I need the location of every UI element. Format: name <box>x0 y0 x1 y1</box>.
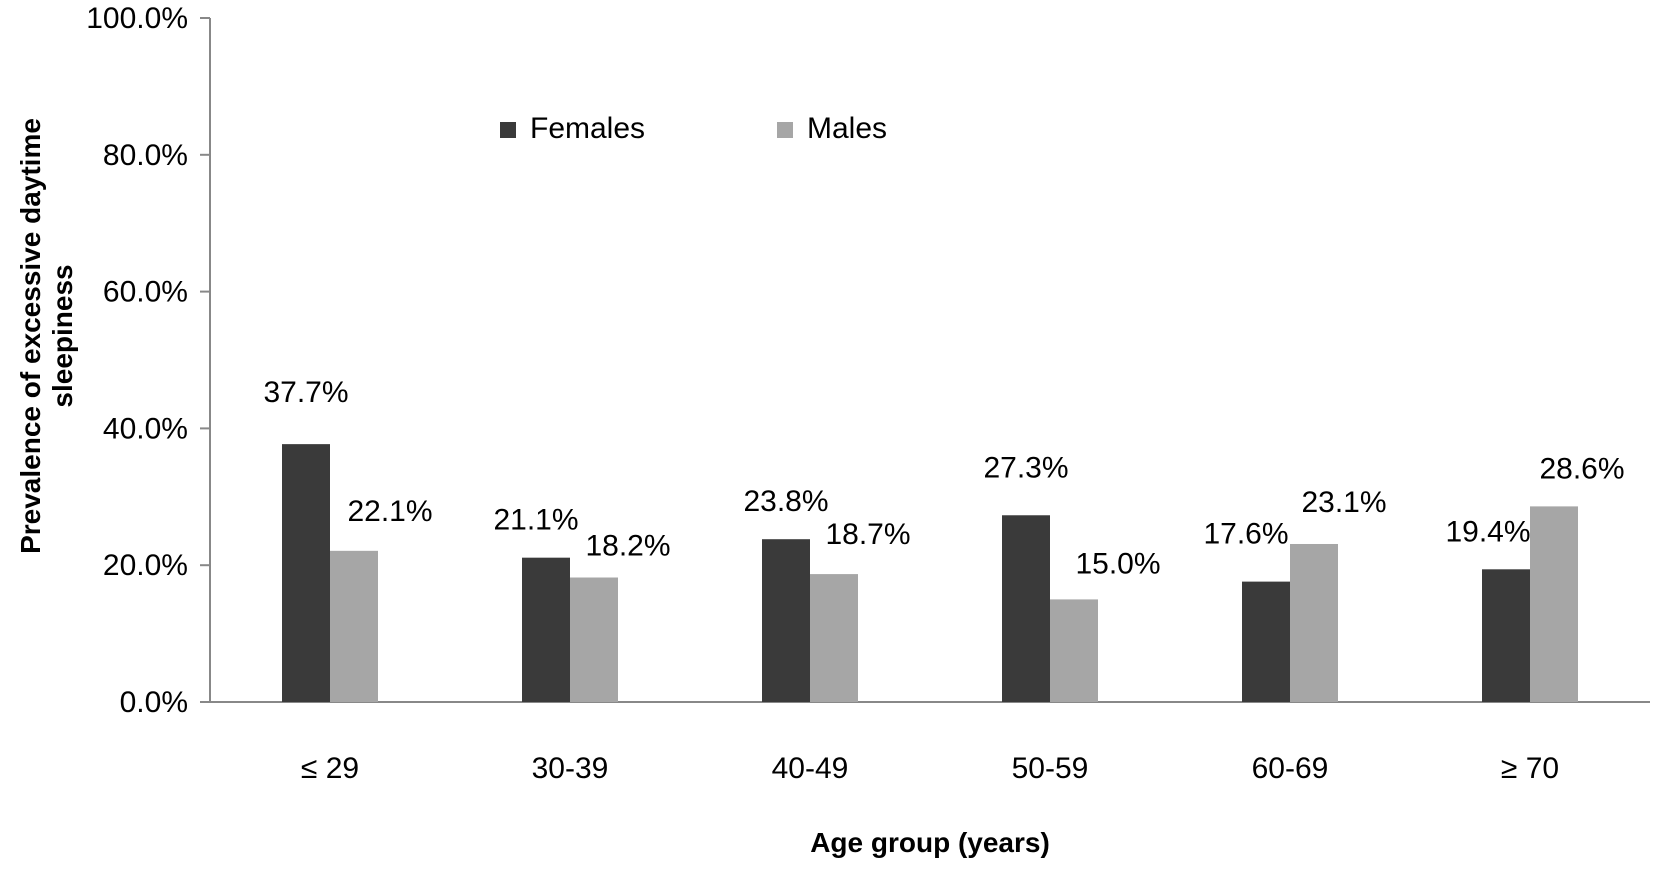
data-label-males-0: 22.1% <box>347 495 432 528</box>
data-label-females-5: 19.4% <box>1445 515 1530 548</box>
bar-males-3 <box>1050 599 1098 702</box>
data-labels: 37.7% 22.1% 21.1%18.2% 23.8%18.7% 27.3% 15.0%… <box>263 376 1624 580</box>
bar-females-2 <box>762 539 810 702</box>
x-tick-label: ≤ 29 <box>301 752 359 785</box>
legend-label-males: Males <box>807 112 887 145</box>
y-axis-title: Prevalence of excessive daytime sleepine… <box>15 118 78 554</box>
y-tick-label: 100.0% <box>86 2 188 35</box>
data-label-females-4: 17.6% <box>1203 518 1288 551</box>
axes <box>209 18 1650 703</box>
x-tick-label: ≥ 70 <box>1501 752 1559 785</box>
x-tick-label: 30-39 <box>532 752 609 785</box>
bar-females-4 <box>1242 581 1290 702</box>
bar-males-5 <box>1530 506 1578 702</box>
y-tick-label: 80.0% <box>103 139 188 172</box>
y-axis-title-line-2: sleepiness <box>47 264 78 407</box>
y-tick-label: 20.0% <box>103 549 188 582</box>
bar-males-4 <box>1290 543 1338 702</box>
data-label-females-0: 37.7% <box>263 376 348 409</box>
y-axis-title-line-1: Prevalence of excessive daytime <box>15 118 46 554</box>
bar-females-3 <box>1002 515 1050 702</box>
legend-label-females: Females <box>530 112 645 145</box>
y-tick-label: 0.0% <box>120 686 188 719</box>
data-label-females-1: 21.1% <box>493 504 578 537</box>
data-label-males-1: 18.2% <box>585 530 670 563</box>
x-tick-label: 50-59 <box>1012 752 1089 785</box>
legend: Females Males <box>500 112 887 145</box>
data-label-males-4: 23.1% <box>1301 486 1386 519</box>
legend-swatch-males <box>777 122 793 138</box>
legend-swatch-females <box>500 122 516 138</box>
bars <box>282 444 1578 702</box>
data-label-males-5: 28.6% <box>1539 452 1624 485</box>
x-tick-label: 40-49 <box>772 752 849 785</box>
y-tick-labels: 0.0% 20.0% 40.0% 60.0% 80.0% 100.0% <box>86 2 210 719</box>
data-label-males-3: 15.0% <box>1075 547 1160 580</box>
bar-males-0 <box>330 550 378 702</box>
x-tick-labels: ≤ 29 30-39 40-49 50-59 60-69 ≥ 70 <box>301 752 1559 785</box>
x-tick-label: 60-69 <box>1252 752 1329 785</box>
x-axis-title: Age group (years) <box>810 827 1050 858</box>
data-label-females-3: 27.3% <box>983 451 1068 484</box>
bar-males-2 <box>810 574 858 702</box>
data-label-males-2: 18.7% <box>825 518 910 551</box>
bar-females-0 <box>282 444 330 702</box>
data-label-females-2: 23.8% <box>743 485 828 518</box>
bar-females-1 <box>522 557 570 702</box>
bar-females-5 <box>1482 569 1530 702</box>
bar-males-1 <box>570 577 618 702</box>
y-tick-label: 60.0% <box>103 276 188 309</box>
y-tick-label: 40.0% <box>103 412 188 445</box>
